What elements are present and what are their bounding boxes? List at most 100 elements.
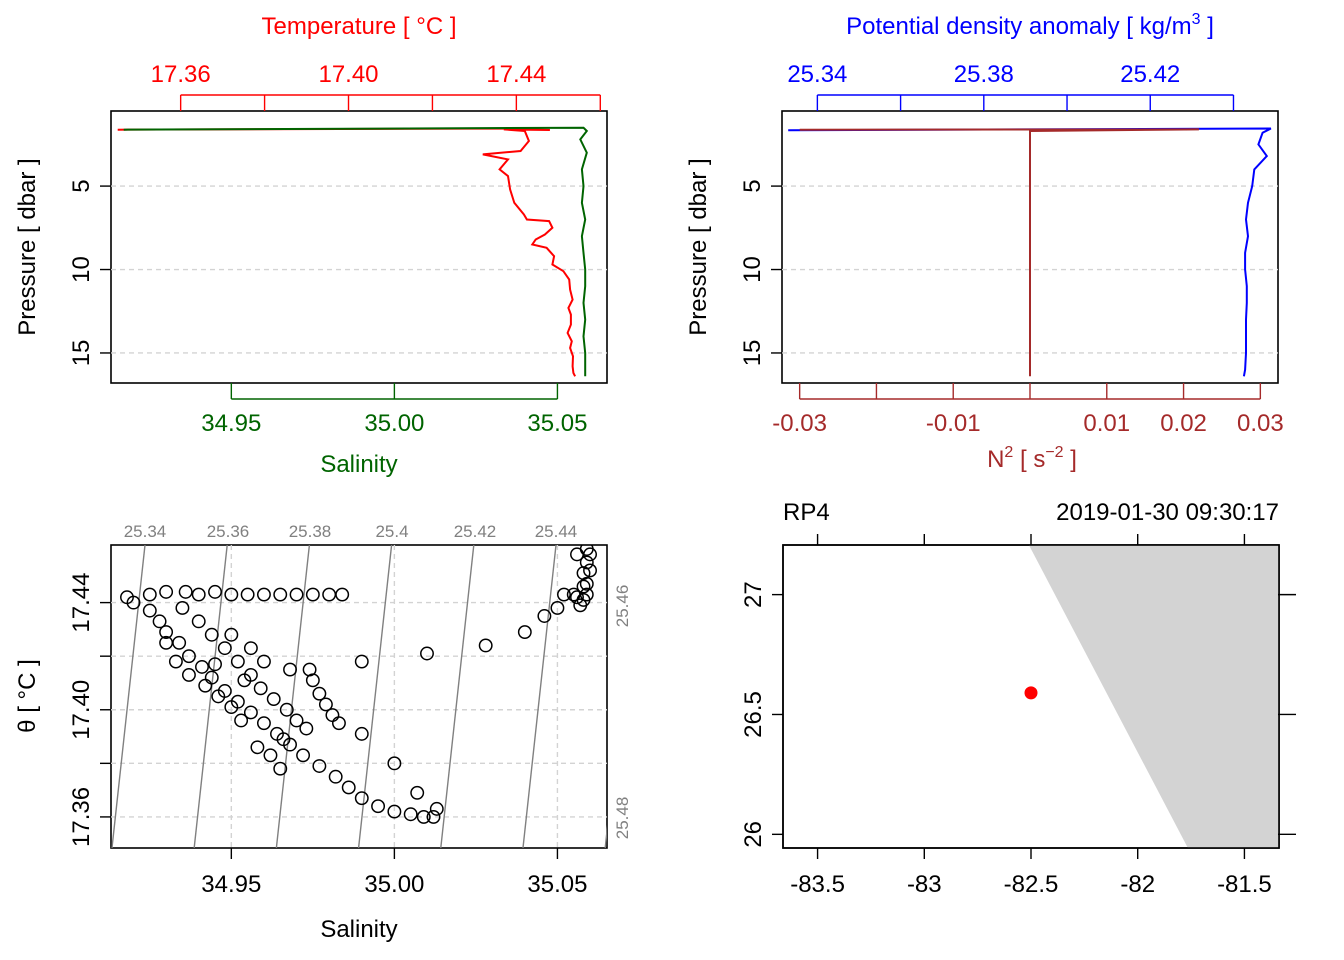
br-y-tick-label: 26.5 <box>740 691 767 738</box>
tl-panel: 5 10 15 17.36 17.40 17.44 34.95 35.00 35.05 <box>68 61 607 437</box>
tr-panel: 5 10 15 25.34 25.38 25.42 -0.03 -0.01 0.01 0.02 0.… <box>739 61 1284 437</box>
br-land-polygon <box>1028 545 1279 848</box>
tl-plot-frame <box>110 110 608 384</box>
bl-point <box>224 587 239 602</box>
tr-bottom-label-base: N <box>987 446 1004 473</box>
tr-bottom-tick-label: 0.01 <box>1083 410 1130 437</box>
bl-point <box>256 654 271 669</box>
bl-point <box>328 769 343 784</box>
bl-point <box>208 584 222 599</box>
bl-isopycnal-label: 25.34 <box>124 522 167 541</box>
bl-isopycnal-line <box>193 545 228 848</box>
bl-point <box>159 635 174 650</box>
br-time-label: 2019-01-30 09:30:17 <box>1056 499 1279 526</box>
bl-isopycnal-label: 25.48 <box>613 797 632 840</box>
bl-point <box>243 705 258 720</box>
bl-point <box>289 587 304 602</box>
bl-point <box>283 662 297 677</box>
bl-point <box>142 587 157 602</box>
bl-isopycnal-line <box>275 545 311 848</box>
bl-point <box>152 614 167 629</box>
bl-isopycnal-line <box>770 545 803 848</box>
bl-point <box>371 799 386 814</box>
bl-isopycnal-label: 25.38 <box>289 522 332 541</box>
bl-point <box>557 587 571 602</box>
bl-panel: 25.34 25.36 25.38 25.4 25.42 25.44 25.46 25.48 3… <box>68 522 885 898</box>
bl-point <box>403 807 418 822</box>
tr-bottom-tick-label: 0.02 <box>1160 410 1207 437</box>
bl-point <box>195 659 209 674</box>
tr-bottom-tick-label: -0.03 <box>772 410 827 437</box>
bl-point <box>208 657 222 672</box>
bl-point <box>410 785 425 800</box>
bl-point <box>305 673 320 688</box>
bl-point <box>570 547 584 562</box>
bl-point <box>243 641 258 656</box>
chart-marks: 5 10 15 17.36 17.40 17.44 34.95 35.00 35.05 5 10 15… <box>68 61 1296 898</box>
tr-series-potential-density-anomaly <box>788 127 1272 377</box>
bl-point <box>426 809 441 824</box>
bl-point <box>570 590 584 605</box>
bl-point <box>312 759 327 773</box>
bl-point <box>256 587 271 602</box>
bl-isopycnal-label: 25.42 <box>454 522 497 541</box>
tr-top-tick-label: 25.42 <box>1120 61 1180 88</box>
bl-isopycnal-line <box>852 545 885 848</box>
bl-point <box>224 700 239 715</box>
bl-isopycnal-label: 25.36 <box>207 522 250 541</box>
tr-top-tick-label: 25.34 <box>787 61 847 88</box>
tl-top-axis-label: Temperature [ °C ] <box>262 13 457 40</box>
bl-point <box>168 654 183 669</box>
br-x-tick-label: -81.5 <box>1217 871 1272 898</box>
bl-point <box>237 673 252 688</box>
tr-bottom-label-sup2: −2 <box>1045 444 1063 461</box>
bl-point <box>296 748 311 763</box>
bl-point <box>517 625 532 640</box>
br-x-tick-label: -83.5 <box>790 871 845 898</box>
bl-x-tick-label: 34.95 <box>201 871 261 898</box>
bl-point <box>305 587 320 602</box>
bl-plot-frame <box>110 544 608 849</box>
tr-top-label-end: ] <box>1201 13 1214 40</box>
bl-point <box>341 780 356 795</box>
br-y-tick-label: 27 <box>740 581 767 608</box>
bl-isopycnal-label: 25.44 <box>535 522 578 541</box>
tl-top-tick-label: 17.40 <box>318 61 378 88</box>
bl-point <box>478 638 493 653</box>
bl-point <box>217 641 232 656</box>
bl-point <box>387 804 402 819</box>
bl-point <box>266 692 281 706</box>
bl-point <box>159 625 174 640</box>
tr-series-n2 <box>799 128 1199 377</box>
tr-y-tick-label: 15 <box>739 340 766 367</box>
bl-point <box>126 595 141 610</box>
bl-y-tick-label: 17.44 <box>68 573 95 633</box>
tl-top-tick-label: 17.44 <box>486 61 546 88</box>
bl-point <box>387 756 402 771</box>
tr-bottom-tick-label: 0.03 <box>1237 410 1284 437</box>
bl-point <box>191 587 206 602</box>
bl-point <box>273 587 288 602</box>
tr-y-axis-label: Pressure [ dbar ] <box>685 158 712 335</box>
tr-bottom-axis-label: N2 [ s−2 ] <box>987 444 1077 473</box>
bl-point <box>234 713 249 728</box>
bl-x-tick-label: 35.05 <box>527 871 587 898</box>
bl-point <box>354 654 369 669</box>
tl-y-tick-label: 5 <box>68 179 95 192</box>
bl-point <box>191 614 206 629</box>
tl-series-salinity <box>123 126 589 377</box>
bl-point <box>253 681 268 696</box>
tr-top-label-sup: 3 <box>1192 11 1201 28</box>
bl-point <box>325 708 340 723</box>
bl-point <box>583 563 597 578</box>
bl-isopycnal-line <box>522 545 557 848</box>
tl-bottom-axis-label: Salinity <box>320 451 397 478</box>
br-x-tick-label: -83 <box>907 871 942 898</box>
bl-y-tick-label: 17.36 <box>68 787 95 847</box>
br-station-label: RP4 <box>783 499 830 526</box>
bl-isopycnal-line <box>111 545 146 848</box>
bl-point <box>550 601 565 615</box>
bl-point <box>312 686 327 701</box>
bl-point <box>318 697 333 712</box>
bl-point <box>416 809 431 824</box>
